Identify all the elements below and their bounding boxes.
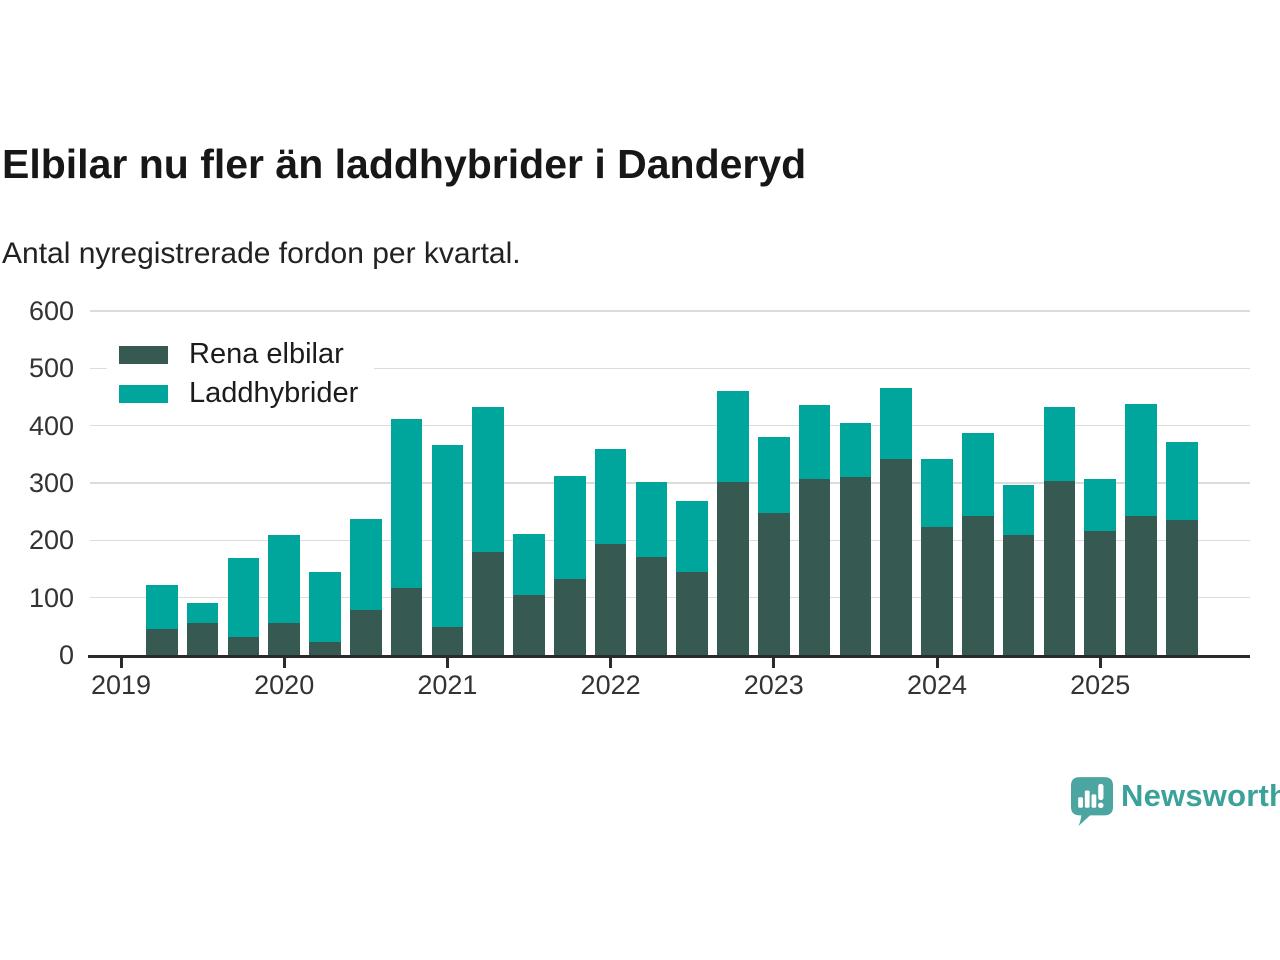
bar-segment-laddhybrider	[390, 419, 423, 588]
x-axis-tick	[445, 655, 449, 668]
bar-segment-laddhybrider	[717, 391, 749, 483]
bar-segment-laddhybrider	[145, 585, 178, 630]
x-axis-label: 2020	[254, 670, 315, 700]
bar-segment-laddhybrider	[227, 558, 260, 638]
legend-label: Rena elbilar	[189, 338, 344, 370]
bar-segment-rena-elbilar	[1002, 534, 1035, 655]
x-axis-tick	[772, 655, 776, 668]
gridline	[90, 482, 1250, 484]
bar-segment-rena-elbilar	[798, 478, 831, 655]
bar-segment-laddhybrider	[798, 405, 831, 479]
x-axis-label: 2023	[743, 670, 804, 700]
bar-segment-rena-elbilar	[186, 623, 219, 655]
bar-segment-laddhybrider	[431, 444, 464, 627]
x-axis-line	[88, 655, 1250, 658]
bar-segment-rena-elbilar	[431, 626, 464, 655]
x-axis-label: 2021	[417, 670, 478, 700]
bar-segment-rena-elbilar	[594, 543, 627, 655]
bar-segment-laddhybrider	[1084, 478, 1117, 532]
bar-segment-rena-elbilar	[227, 637, 260, 655]
bar-segment-laddhybrider	[1165, 441, 1198, 520]
x-axis-label: 2024	[906, 670, 968, 700]
bar-segment-rena-elbilar	[880, 459, 913, 655]
logo-bar-icon	[1091, 794, 1097, 808]
bar-segment-rena-elbilar	[1165, 519, 1198, 655]
bar-segment-laddhybrider	[553, 476, 586, 579]
x-axis-label: 2019	[90, 670, 152, 700]
x-axis-tick	[1098, 655, 1102, 668]
gridline	[90, 596, 1250, 599]
logo-bar-icon	[1084, 790, 1090, 808]
x-axis-tick	[119, 655, 123, 668]
bar-segment-laddhybrider	[757, 436, 790, 514]
bar-segment-rena-elbilar	[309, 641, 341, 655]
bar-segment-rena-elbilar	[839, 477, 872, 655]
newsworthy-logo-icon	[1071, 777, 1113, 826]
bar-segment-rena-elbilar	[553, 578, 586, 655]
bar-segment-rena-elbilar	[145, 629, 178, 655]
bar-segment-laddhybrider	[594, 448, 627, 544]
y-axis-label: 400	[28, 410, 74, 441]
y-axis-label: 100	[28, 582, 74, 613]
newsworthy-logo: Newsworthy	[1071, 776, 1280, 828]
x-axis-tick	[935, 655, 939, 668]
legend-item-rena-elbilar: Rena elbilar	[119, 340, 358, 369]
bar-segment-laddhybrider	[839, 423, 872, 478]
bar-segment-laddhybrider	[880, 388, 913, 460]
bar-segment-laddhybrider	[309, 572, 341, 642]
logo-bar-icon	[1078, 797, 1083, 808]
bar-segment-rena-elbilar	[635, 556, 668, 655]
chart-title: Elbilar nu fler än laddhybrider i Dander…	[2, 141, 807, 187]
bar-segment-laddhybrider	[186, 602, 219, 624]
bar-segment-rena-elbilar	[676, 571, 709, 655]
x-axis-tick	[609, 655, 613, 668]
bar-segment-rena-elbilar	[717, 482, 749, 655]
legend-item-laddhybrider: Laddhybrider	[119, 379, 358, 408]
bar-segment-laddhybrider	[1002, 484, 1035, 535]
bar-segment-laddhybrider	[268, 535, 301, 623]
x-axis-tick	[282, 655, 286, 668]
bar-segment-laddhybrider	[349, 518, 382, 611]
bar-segment-laddhybrider	[472, 406, 505, 553]
y-axis-label: 300	[28, 468, 74, 498]
y-axis-label: 500	[28, 353, 74, 384]
bar-segment-rena-elbilar	[349, 610, 382, 655]
bar-segment-rena-elbilar	[1125, 516, 1157, 655]
bar-segment-laddhybrider	[961, 432, 994, 517]
newsworthy-logo-text: Newsworthy	[1121, 778, 1280, 813]
legend-label: Laddhybrider	[189, 377, 359, 409]
x-axis-label: 2025	[1070, 670, 1131, 700]
gridline	[90, 539, 1250, 542]
y-axis-label: 0	[58, 640, 74, 670]
bar-segment-rena-elbilar	[757, 513, 790, 655]
bar-segment-rena-elbilar	[513, 594, 545, 655]
x-axis-label: 2022	[580, 670, 641, 700]
gridline	[90, 424, 1250, 427]
legend-swatch-laddhybrider	[119, 384, 168, 403]
bar-segment-rena-elbilar	[1043, 480, 1076, 655]
logo-exclamation-icon	[1098, 783, 1104, 801]
bar-segment-rena-elbilar	[472, 552, 505, 655]
bar-segment-laddhybrider	[1043, 406, 1076, 481]
gridline	[90, 310, 1250, 312]
bar-segment-rena-elbilar	[390, 587, 423, 655]
bar-segment-laddhybrider	[513, 534, 545, 595]
chart-subtitle: Antal nyregistrerade fordon per kvartal.	[2, 237, 521, 270]
legend-swatch-rena-elbilar	[119, 345, 168, 364]
legend: Rena elbilar Laddhybrider	[107, 328, 375, 420]
y-axis-label: 200	[28, 525, 74, 556]
y-axis-label: 600	[28, 296, 74, 326]
bar-segment-rena-elbilar	[961, 516, 994, 655]
bar-segment-rena-elbilar	[1084, 531, 1117, 655]
bar-segment-laddhybrider	[1125, 403, 1157, 517]
bar-segment-laddhybrider	[676, 500, 709, 572]
bar-segment-laddhybrider	[635, 481, 668, 557]
bar-segment-rena-elbilar	[921, 527, 953, 655]
bar-segment-laddhybrider	[921, 459, 953, 528]
bar-segment-rena-elbilar	[268, 622, 301, 655]
gridline	[90, 367, 1250, 370]
logo-exclamation-dot-icon	[1098, 802, 1104, 809]
